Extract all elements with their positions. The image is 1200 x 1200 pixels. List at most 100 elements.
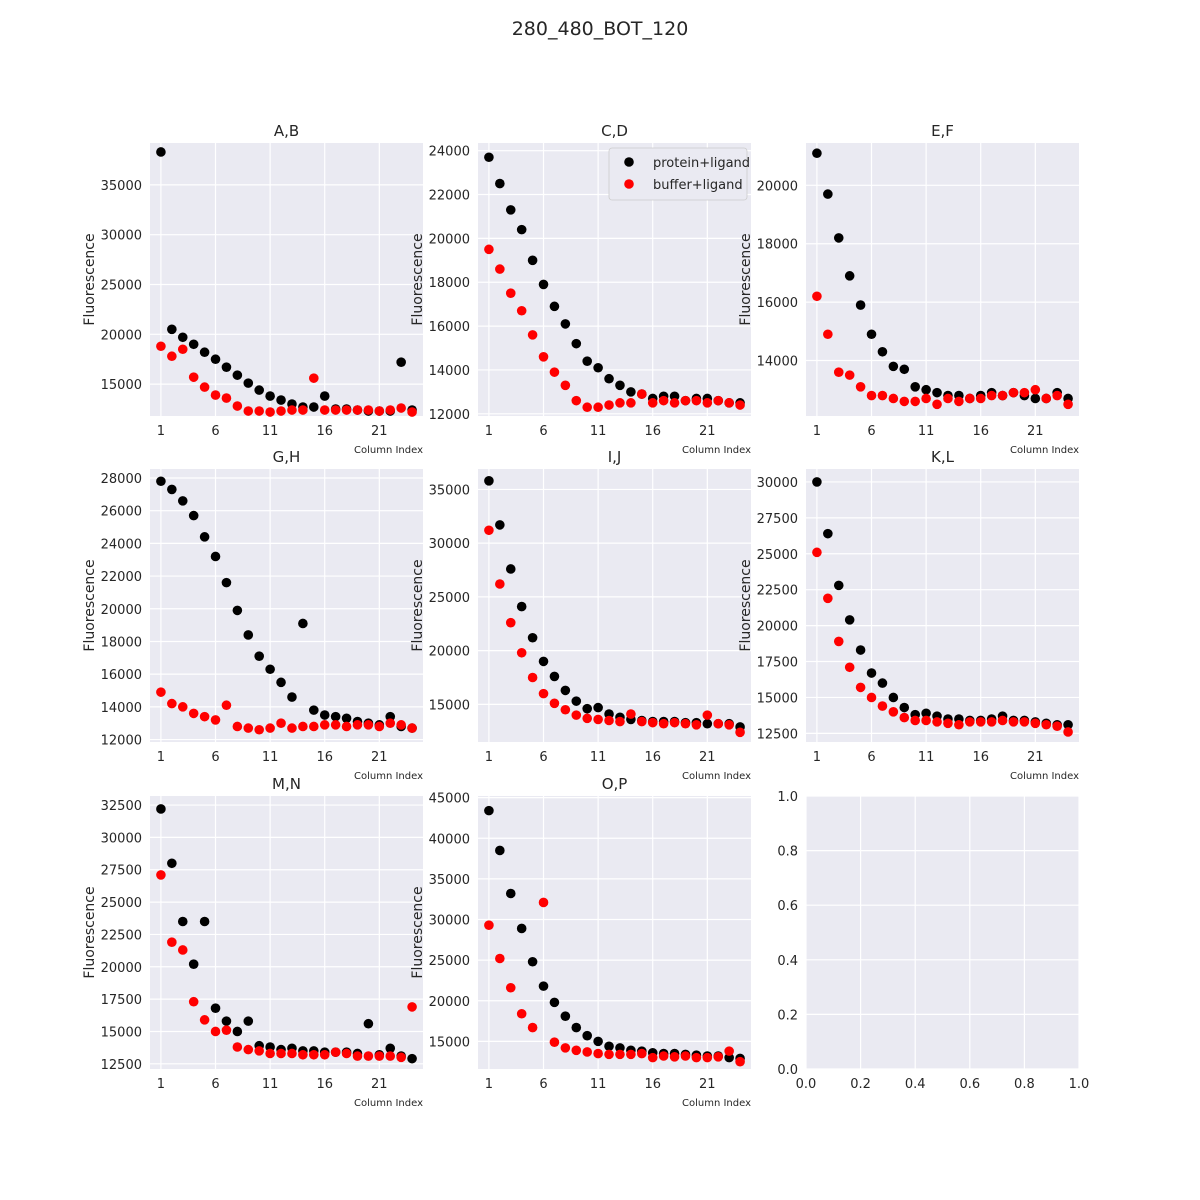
data-point <box>1041 719 1052 730</box>
y-tick-label: 22000 <box>429 189 470 204</box>
data-point <box>167 324 177 335</box>
x-tick-label: 0.4 <box>905 1077 926 1092</box>
data-point <box>823 593 833 604</box>
data-point <box>812 547 822 558</box>
y-tick-label: 25000 <box>429 591 470 606</box>
panel-1: 1 6 11 16 211500020000250003000035000A,BFluo… <box>82 122 423 456</box>
data-point <box>484 152 494 163</box>
data-point <box>1052 390 1062 401</box>
data-point <box>1030 384 1041 395</box>
data-point <box>932 399 942 410</box>
y-tick-label: 0.2 <box>777 1008 798 1023</box>
data-point <box>177 702 188 712</box>
data-point <box>997 390 1008 401</box>
data-point <box>243 378 254 388</box>
data-point <box>538 351 549 362</box>
data-point <box>844 615 855 625</box>
x-tick-label: 0.2 <box>850 1077 871 1092</box>
data-point <box>954 719 964 730</box>
data-point <box>735 400 745 410</box>
data-point <box>538 897 549 908</box>
data-point <box>812 477 822 487</box>
data-point <box>921 384 931 395</box>
y-tick-label: 25000 <box>101 896 142 911</box>
y-tick-label: 27500 <box>101 864 142 879</box>
x-axis-title: Column Index <box>354 1098 423 1109</box>
data-point <box>484 244 494 255</box>
data-point <box>560 380 571 391</box>
data-point <box>593 402 603 413</box>
y-tick-label: 14000 <box>429 364 470 379</box>
data-point <box>833 636 844 647</box>
x-tick-label: 0.0 <box>796 1077 817 1092</box>
data-point <box>637 716 647 727</box>
data-point <box>319 710 330 720</box>
data-point <box>538 981 549 991</box>
data-point <box>954 396 964 407</box>
data-point <box>571 696 582 706</box>
data-point <box>615 1049 625 1060</box>
x-tick-label: 11 <box>590 424 607 439</box>
data-point <box>888 692 899 703</box>
x-tick-label: 6 <box>539 1077 547 1092</box>
data-point <box>167 858 177 869</box>
data-point <box>855 682 866 693</box>
data-point <box>156 804 166 814</box>
data-point <box>363 405 374 415</box>
data-point <box>724 1046 734 1056</box>
data-point <box>516 1008 527 1019</box>
data-point <box>812 148 822 159</box>
x-tick-label: 11 <box>918 424 935 439</box>
data-point <box>265 723 275 733</box>
data-point <box>309 402 319 412</box>
x-tick-label: 6 <box>211 424 219 439</box>
x-tick-label: 1 <box>813 424 821 439</box>
data-point <box>1041 393 1052 404</box>
data-point <box>352 405 363 415</box>
data-point <box>560 685 571 696</box>
y-tick-label: 24000 <box>429 145 470 160</box>
data-point <box>298 405 308 415</box>
y-tick-label: 27500 <box>757 512 798 527</box>
data-point <box>188 708 199 719</box>
x-tick-label: 6 <box>867 750 875 765</box>
data-point <box>309 373 319 383</box>
data-point <box>484 476 494 486</box>
x-axis-title: Column Index <box>682 1098 751 1109</box>
y-axis-title: Fluorescence <box>82 886 98 978</box>
data-point <box>593 702 603 713</box>
data-point <box>363 1018 374 1029</box>
data-point <box>582 402 592 413</box>
data-point <box>866 329 877 340</box>
data-point <box>199 532 210 542</box>
data-point <box>221 577 232 588</box>
data-point <box>199 916 210 927</box>
x-tick-label: 0.6 <box>959 1077 980 1092</box>
data-point <box>647 717 658 728</box>
data-point <box>167 698 177 709</box>
data-point <box>210 390 221 400</box>
plot-area <box>150 796 423 1069</box>
data-point <box>702 718 713 729</box>
data-point <box>943 718 953 729</box>
data-point <box>243 723 254 733</box>
data-point <box>713 718 724 729</box>
data-point <box>527 672 538 683</box>
data-point <box>516 647 527 658</box>
data-point <box>604 373 614 384</box>
data-point <box>593 362 603 373</box>
data-point <box>855 300 866 310</box>
data-point <box>407 723 417 733</box>
y-tick-label: 18000 <box>757 238 798 253</box>
data-point <box>866 668 877 678</box>
data-point <box>276 677 286 688</box>
x-tick-label: 11 <box>590 1077 607 1092</box>
data-point <box>495 845 505 856</box>
y-tick-label: 30000 <box>757 476 798 491</box>
y-tick-label: 12000 <box>429 408 470 423</box>
data-point <box>549 367 560 377</box>
data-point <box>505 564 516 574</box>
data-point <box>866 390 877 401</box>
data-point <box>626 398 636 408</box>
data-point <box>844 370 855 380</box>
